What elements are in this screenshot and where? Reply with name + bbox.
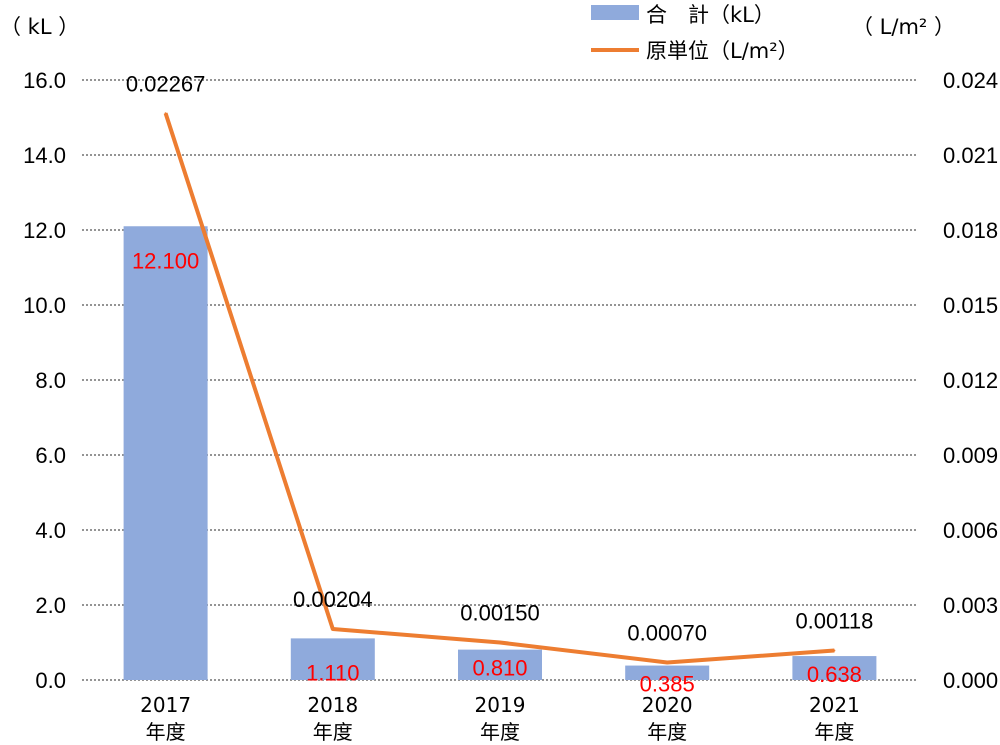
- right-tick-label: 0.003: [943, 593, 998, 618]
- right-tick-label: 0.015: [943, 293, 998, 318]
- left-tick-label: 4.0: [35, 518, 66, 543]
- legend-line-label: 原単位（L/m²）: [646, 39, 799, 63]
- bar-data-label: 0.638: [807, 662, 862, 687]
- x-tick-label: 2021 年度: [809, 693, 860, 744]
- bar-data-label: 1.110: [306, 660, 359, 685]
- left-tick-label: 2.0: [35, 593, 66, 618]
- bar: [458, 649, 542, 680]
- bar: [625, 665, 710, 680]
- x-tick-label: 2018 年度: [307, 693, 358, 744]
- legend-bar-swatch: [591, 5, 639, 20]
- left-tick-label: 12.0: [23, 218, 66, 243]
- x-tick-label: 2019 年度: [475, 693, 526, 744]
- line-point: [666, 661, 669, 664]
- bar-data-label: 0.385: [640, 672, 695, 697]
- line-point: [499, 641, 501, 644]
- right-tick-label: 0.009: [943, 443, 998, 468]
- line-path: [163, 112, 835, 665]
- legend-bar-label: 合 計（kL）: [646, 3, 775, 27]
- right-tick-label: 0.012: [943, 368, 998, 393]
- line-data-label: 0.00150: [460, 601, 540, 626]
- right-tick-label: 0.006: [943, 518, 998, 543]
- left-axis-ticks: 0.0 2.0 4.0 6.0 8.0 10.0 12.0 14.0 16.0: [23, 68, 66, 693]
- line-point: [164, 112, 167, 115]
- line-point: [833, 649, 836, 652]
- left-tick-label: 16.0: [23, 68, 66, 93]
- line-data-label: 0.02267: [126, 71, 206, 96]
- right-axis-ticks: 0.000 0.003 0.006 0.009 0.012 0.015 0.018 0.021…: [943, 68, 998, 693]
- bar-series: [123, 226, 877, 680]
- right-tick-label: 0.024: [943, 68, 998, 93]
- left-axis-unit: （ kL ）: [0, 15, 79, 39]
- left-tick-label: 8.0: [35, 368, 66, 393]
- line-data-labels: 0.02267 0.00204 0.00150 0.00070 0.00118: [126, 71, 874, 645]
- bar-data-labels: 12.100 1.110 0.810 0.385 0.638: [132, 248, 862, 696]
- bar-data-label: 0.810: [472, 656, 527, 681]
- bar: [792, 656, 877, 680]
- bar: [123, 226, 208, 680]
- bar-data-label: 12.100: [132, 248, 199, 273]
- right-axis-unit: （ L/m² ）: [852, 15, 955, 39]
- right-tick-label: 0.000: [943, 668, 998, 693]
- right-tick-label: 0.018: [943, 218, 998, 243]
- line-data-label: 0.00204: [293, 587, 373, 612]
- x-tick-label: 2017 年度: [140, 693, 191, 744]
- left-tick-label: 0.0: [35, 668, 66, 693]
- x-axis-labels: 2017 年度 2018 年度 2019 年度 2020 年度 2021 年度: [140, 693, 860, 744]
- left-tick-label: 10.0: [23, 293, 66, 318]
- left-tick-label: 6.0: [35, 443, 66, 468]
- legend: 合 計（kL） 原単位（L/m²）: [591, 3, 799, 63]
- line-point: [331, 628, 334, 630]
- bar: [290, 638, 375, 680]
- gridlines: [82, 79, 918, 681]
- x-tick-label: 2020 年度: [642, 693, 693, 744]
- left-tick-label: 14.0: [23, 143, 66, 168]
- line-data-label: 0.00118: [795, 609, 873, 634]
- line-data-label: 0.00070: [627, 621, 707, 646]
- line-series: [163, 112, 836, 665]
- right-tick-label: 0.021: [943, 143, 998, 168]
